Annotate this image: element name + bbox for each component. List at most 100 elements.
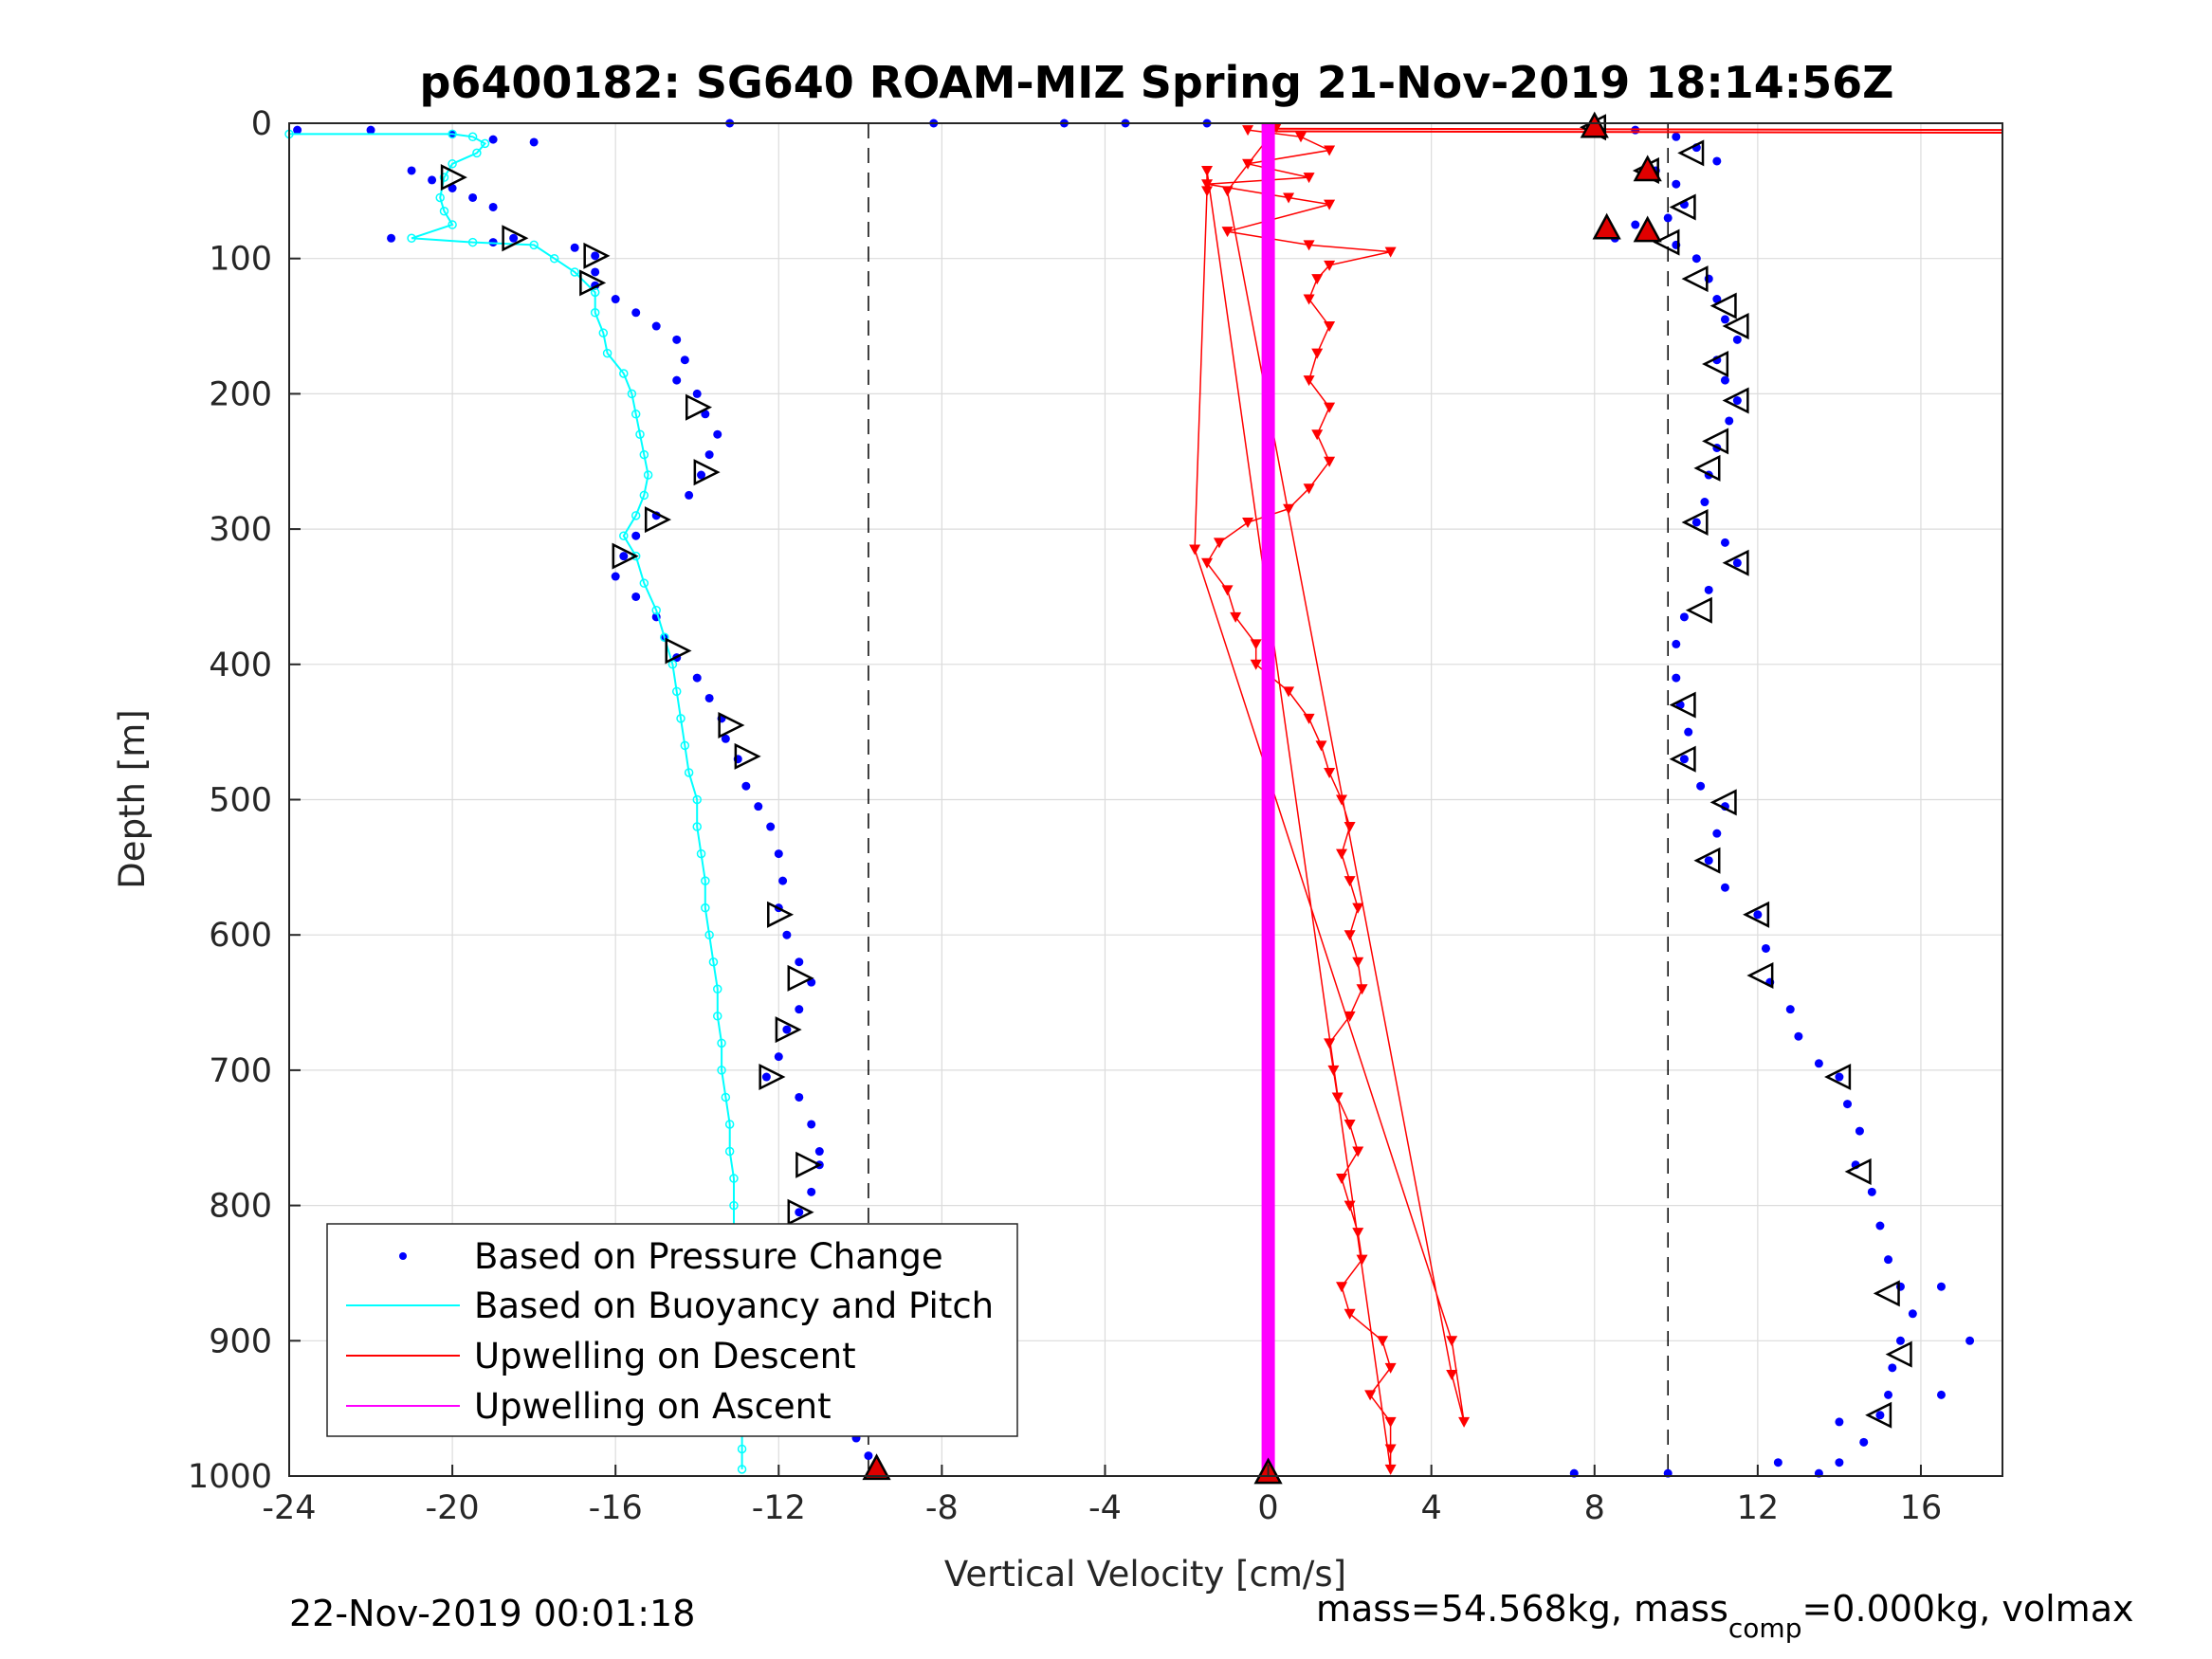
x-tick-label: -12 bbox=[752, 1489, 806, 1527]
pressure-point bbox=[672, 375, 682, 385]
ticks: -24 -20 -16 -12 -8 -4 0 4 8 12 16 0 100 200 300 400 500 6… bbox=[188, 105, 1942, 1527]
y-tick-label: 300 bbox=[209, 511, 272, 549]
apogee-marker bbox=[1580, 111, 1609, 138]
x-tick-label: 16 bbox=[1900, 1489, 1943, 1527]
pressure-point bbox=[448, 183, 457, 192]
x-tick-label: 4 bbox=[1421, 1489, 1442, 1527]
buoyancy-point bbox=[570, 267, 579, 277]
buoyancy-point bbox=[448, 159, 457, 169]
upwelling-descent-point bbox=[1344, 822, 1356, 833]
buoyancy-point bbox=[643, 470, 653, 480]
pressure-point bbox=[1908, 1309, 1917, 1319]
pressure-point bbox=[407, 166, 416, 175]
pressure-point bbox=[366, 125, 375, 135]
pressure-point bbox=[761, 1072, 771, 1082]
upwelling-descent-point bbox=[1213, 538, 1225, 549]
glide-marker bbox=[685, 393, 713, 421]
buoyancy-point bbox=[598, 328, 609, 337]
glide-marker bbox=[1709, 292, 1737, 319]
upwelling-descent-point bbox=[1311, 348, 1324, 359]
glide-marker bbox=[612, 542, 639, 570]
upwelling-descent-point bbox=[1344, 1011, 1356, 1022]
upwelling-descent-point bbox=[1242, 517, 1254, 528]
buoyancy-point bbox=[639, 490, 649, 501]
pressure-point bbox=[701, 410, 710, 419]
y-tick-label: 200 bbox=[209, 375, 272, 413]
glide-marker bbox=[1702, 350, 1729, 378]
buoyancy-point bbox=[448, 220, 457, 229]
upwelling-descent-point bbox=[1189, 544, 1201, 556]
glide-marker bbox=[502, 225, 529, 252]
apogee-marker bbox=[862, 1453, 891, 1481]
buoyancy-point bbox=[680, 740, 690, 751]
buoyancy-point bbox=[627, 389, 637, 399]
glide-marker bbox=[787, 964, 814, 992]
pressure-point bbox=[814, 1147, 824, 1157]
pressure-point bbox=[1732, 558, 1742, 568]
legend-label-upwelling-descent: Upwelling on Descent bbox=[474, 1336, 856, 1376]
upwelling-descent-point bbox=[1311, 274, 1324, 285]
legend-label-buoyancy: Based on Buoyancy and Pitch bbox=[474, 1285, 994, 1326]
buoyancy-point bbox=[529, 240, 539, 250]
glide-marker bbox=[1722, 549, 1749, 576]
pressure-point bbox=[631, 592, 641, 601]
upwelling-descent-point bbox=[1221, 585, 1234, 596]
pressure-point bbox=[1684, 727, 1693, 737]
upwelling-descent-point bbox=[1303, 173, 1315, 184]
footer-mass-text-2: =0.000kg, volmax bbox=[1801, 1588, 2133, 1630]
glide-marker bbox=[1722, 313, 1749, 340]
upwelling-descent-point bbox=[1384, 1416, 1397, 1428]
y-tick-label: 400 bbox=[209, 647, 272, 684]
pressure-point bbox=[1859, 1437, 1869, 1447]
upwelling-descent-point bbox=[1303, 713, 1315, 724]
pressure-point bbox=[766, 822, 776, 831]
upwelling-descent-point bbox=[1336, 848, 1348, 860]
glide-marker bbox=[1669, 691, 1696, 719]
buoyancy-point bbox=[590, 308, 600, 318]
glide-marker bbox=[1844, 1158, 1872, 1185]
upwelling-descent-point bbox=[1352, 902, 1364, 914]
x-tick-label: -4 bbox=[1088, 1489, 1122, 1527]
pressure-point bbox=[795, 1208, 804, 1217]
glide-marker bbox=[1681, 265, 1709, 293]
pressure-point bbox=[692, 389, 702, 398]
upwelling-descent-point bbox=[1324, 767, 1336, 778]
upwelling-descent-point bbox=[1336, 1174, 1348, 1185]
glide-marker bbox=[1702, 428, 1729, 455]
upwelling-descent-point bbox=[1324, 456, 1336, 467]
glide-marker bbox=[718, 711, 745, 739]
glide-marker bbox=[775, 1016, 802, 1044]
pressure-point bbox=[697, 470, 706, 480]
x-tick-label: 0 bbox=[1257, 1489, 1278, 1527]
pressure-point bbox=[611, 295, 620, 304]
pressure-point bbox=[1884, 1255, 1893, 1265]
upwelling-descent-point bbox=[1221, 227, 1234, 238]
buoyancy-point bbox=[724, 1146, 735, 1157]
pressure-point bbox=[1672, 179, 1681, 189]
buoyancy-point bbox=[676, 714, 686, 723]
upwelling-descent-point bbox=[1242, 125, 1254, 137]
buoyancy-line bbox=[289, 133, 743, 1469]
upwelling-descent-point bbox=[1303, 375, 1315, 387]
chart-title: p6400182: SG640 ROAM-MIZ Spring 21-Nov-2… bbox=[419, 57, 1893, 108]
buoyancy-point bbox=[631, 511, 641, 520]
buoyancy-point bbox=[692, 822, 702, 831]
x-tick-label: -8 bbox=[925, 1489, 959, 1527]
pressure-point bbox=[1696, 781, 1706, 791]
upwelling-surface-line bbox=[1268, 130, 2003, 134]
upwelling-descent-point bbox=[1294, 132, 1307, 143]
pressure-point bbox=[680, 356, 689, 365]
buoyancy-point bbox=[671, 686, 682, 697]
glide-marker bbox=[1722, 387, 1749, 414]
buoyancy-point bbox=[713, 1012, 722, 1021]
pressure-point bbox=[782, 930, 792, 939]
pressure-point bbox=[1720, 375, 1729, 385]
buoyancy-point bbox=[717, 1038, 726, 1048]
pressure-point bbox=[1700, 498, 1709, 507]
x-tick-label: 12 bbox=[1737, 1489, 1780, 1527]
pressure-point bbox=[1835, 1458, 1844, 1468]
upwelling-descent-point bbox=[1352, 1228, 1364, 1239]
pressure-point bbox=[591, 251, 600, 261]
upwelling-descent-point bbox=[1331, 1092, 1344, 1103]
